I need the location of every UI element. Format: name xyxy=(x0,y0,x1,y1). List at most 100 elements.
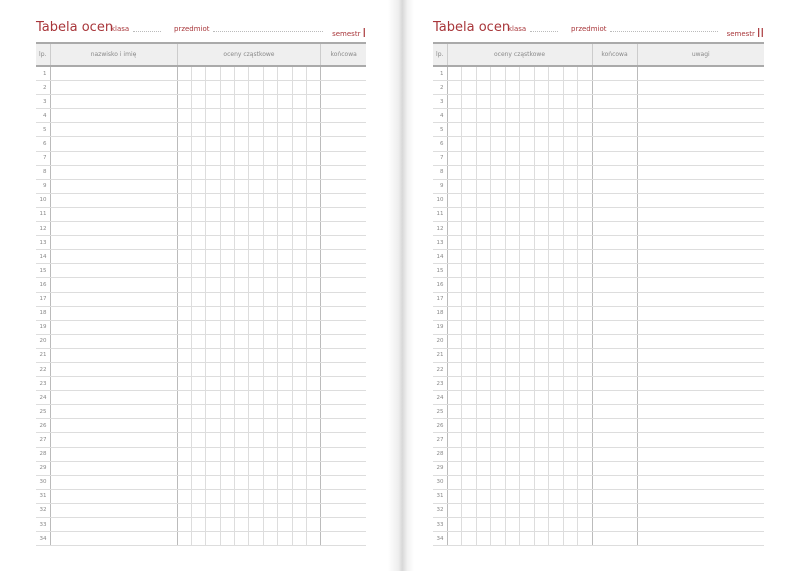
grade-cell[interactable] xyxy=(262,292,278,307)
final-cell[interactable] xyxy=(320,165,366,180)
grade-cell[interactable] xyxy=(190,362,206,378)
grade-cell[interactable] xyxy=(490,207,505,223)
grade-cell[interactable] xyxy=(234,249,249,265)
grade-cell[interactable] xyxy=(176,292,192,307)
name-cell[interactable] xyxy=(49,376,177,392)
grade-cell[interactable] xyxy=(190,94,206,110)
grade-cell[interactable] xyxy=(205,193,221,208)
grade-cell[interactable] xyxy=(533,475,549,490)
name-cell[interactable] xyxy=(49,489,177,504)
grade-cell[interactable] xyxy=(548,432,563,448)
grade-cell[interactable] xyxy=(277,489,293,504)
grade-cell[interactable] xyxy=(562,249,578,265)
grade-cell[interactable] xyxy=(490,390,505,406)
grade-cell[interactable] xyxy=(475,489,491,504)
grade-cell[interactable] xyxy=(548,306,563,321)
grade-cell[interactable] xyxy=(504,108,520,124)
grade-cell[interactable] xyxy=(519,475,534,490)
grade-cell[interactable] xyxy=(533,292,549,307)
grade-cell[interactable] xyxy=(475,447,491,462)
grade-cell[interactable] xyxy=(461,517,476,533)
grade-cell[interactable] xyxy=(577,179,592,194)
grade-cell[interactable] xyxy=(446,489,462,504)
grade-cell[interactable] xyxy=(176,66,192,82)
notes-cell[interactable] xyxy=(636,517,764,533)
grade-cell[interactable] xyxy=(475,390,491,406)
grade-cell[interactable] xyxy=(548,503,563,519)
grade-cell[interactable] xyxy=(548,418,563,434)
grade-cell[interactable] xyxy=(190,475,206,490)
grade-cell[interactable] xyxy=(548,320,563,335)
grade-cell[interactable] xyxy=(504,447,520,462)
grade-cell[interactable] xyxy=(248,503,264,519)
name-cell[interactable] xyxy=(49,362,177,378)
final-cell[interactable] xyxy=(591,447,637,462)
grade-cell[interactable] xyxy=(475,263,491,279)
grade-cell[interactable] xyxy=(248,235,264,251)
grade-cell[interactable] xyxy=(446,362,462,378)
grade-cell[interactable] xyxy=(248,94,264,110)
grade-cell[interactable] xyxy=(190,320,206,335)
final-cell[interactable] xyxy=(591,179,637,194)
grade-cell[interactable] xyxy=(577,390,592,406)
grade-cell[interactable] xyxy=(446,320,462,335)
grade-cell[interactable] xyxy=(205,235,221,251)
grade-cell[interactable] xyxy=(533,277,549,293)
grade-cell[interactable] xyxy=(248,80,264,96)
grade-cell[interactable] xyxy=(262,531,278,547)
grade-cell[interactable] xyxy=(490,306,505,321)
final-cell[interactable] xyxy=(320,193,366,208)
grade-cell[interactable] xyxy=(277,362,293,378)
grade-cell[interactable] xyxy=(490,94,505,110)
name-cell[interactable] xyxy=(49,249,177,265)
grade-cell[interactable] xyxy=(577,94,592,110)
grade-cell[interactable] xyxy=(234,362,249,378)
final-cell[interactable] xyxy=(591,306,637,321)
grade-cell[interactable] xyxy=(519,306,534,321)
grade-cell[interactable] xyxy=(277,151,293,166)
name-cell[interactable] xyxy=(49,263,177,279)
grade-cell[interactable] xyxy=(461,376,476,392)
grade-cell[interactable] xyxy=(548,122,563,138)
grade-cell[interactable] xyxy=(176,306,192,321)
final-cell[interactable] xyxy=(320,531,366,547)
grade-cell[interactable] xyxy=(176,376,192,392)
grade-cell[interactable] xyxy=(461,503,476,519)
grade-cell[interactable] xyxy=(548,517,563,533)
grade-cell[interactable] xyxy=(277,447,293,462)
grade-cell[interactable] xyxy=(234,306,249,321)
name-cell[interactable] xyxy=(49,404,177,420)
grade-cell[interactable] xyxy=(205,517,221,533)
name-cell[interactable] xyxy=(49,122,177,138)
grade-cell[interactable] xyxy=(205,489,221,504)
grade-cell[interactable] xyxy=(248,461,264,476)
grade-cell[interactable] xyxy=(262,207,278,223)
final-cell[interactable] xyxy=(320,376,366,392)
grade-cell[interactable] xyxy=(176,263,192,279)
grade-cell[interactable] xyxy=(446,235,462,251)
grade-cell[interactable] xyxy=(577,235,592,251)
grade-cell[interactable] xyxy=(190,489,206,504)
grade-cell[interactable] xyxy=(548,404,563,420)
grade-cell[interactable] xyxy=(562,390,578,406)
grade-cell[interactable] xyxy=(234,221,249,237)
grade-cell[interactable] xyxy=(533,461,549,476)
grade-cell[interactable] xyxy=(190,80,206,96)
grade-cell[interactable] xyxy=(219,404,235,420)
grade-cell[interactable] xyxy=(533,249,549,265)
grade-cell[interactable] xyxy=(548,334,563,349)
final-cell[interactable] xyxy=(591,207,637,223)
grade-cell[interactable] xyxy=(490,489,505,504)
grade-cell[interactable] xyxy=(475,221,491,237)
grade-cell[interactable] xyxy=(490,334,505,349)
grade-cell[interactable] xyxy=(533,66,549,82)
grade-cell[interactable] xyxy=(519,108,534,124)
grade-cell[interactable] xyxy=(446,207,462,223)
grade-cell[interactable] xyxy=(519,80,534,96)
grade-cell[interactable] xyxy=(248,179,264,194)
grade-cell[interactable] xyxy=(248,489,264,504)
grade-cell[interactable] xyxy=(205,432,221,448)
grade-cell[interactable] xyxy=(533,235,549,251)
grade-cell[interactable] xyxy=(176,432,192,448)
grade-cell[interactable] xyxy=(475,136,491,152)
